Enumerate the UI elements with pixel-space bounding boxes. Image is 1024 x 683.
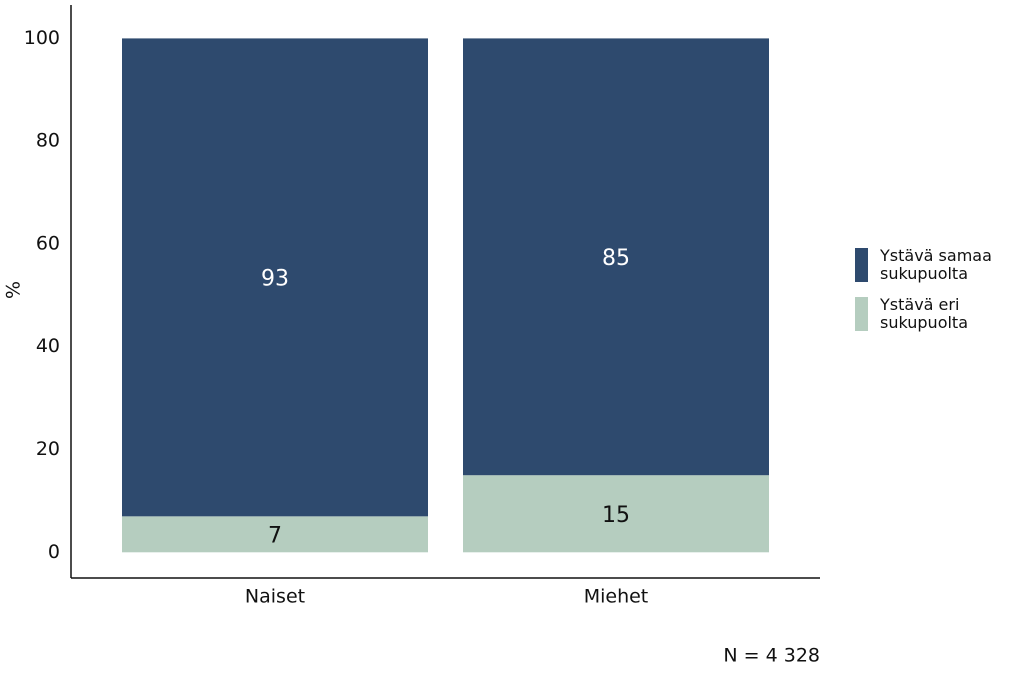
x-tick-label: Naiset	[245, 586, 305, 608]
bar-segment	[463, 38, 769, 476]
data-label: 7	[268, 523, 282, 548]
y-tick-label: 80	[36, 130, 60, 152]
y-axis-label: %	[3, 281, 25, 299]
bar-segment	[463, 475, 769, 553]
legend-swatch	[855, 297, 868, 331]
legend-label: Ystävä samaa sukupuolta	[880, 246, 992, 283]
y-tick-label: 20	[36, 438, 60, 460]
y-tick-label: 40	[36, 335, 60, 357]
data-label: 93	[261, 266, 289, 291]
legend-swatch	[855, 248, 868, 282]
y-tick-label: 60	[36, 232, 60, 254]
data-label: 85	[602, 246, 630, 271]
y-tick-label: 0	[48, 541, 60, 563]
x-tick-label: Miehet	[584, 586, 649, 608]
note: N = 4 328	[723, 645, 820, 667]
legend-label: Ystävä eri sukupuolta	[880, 295, 968, 332]
bar-segment	[122, 38, 428, 517]
y-tick-label: 100	[24, 27, 60, 49]
bar-segment	[122, 516, 428, 553]
data-label: 15	[602, 503, 630, 528]
